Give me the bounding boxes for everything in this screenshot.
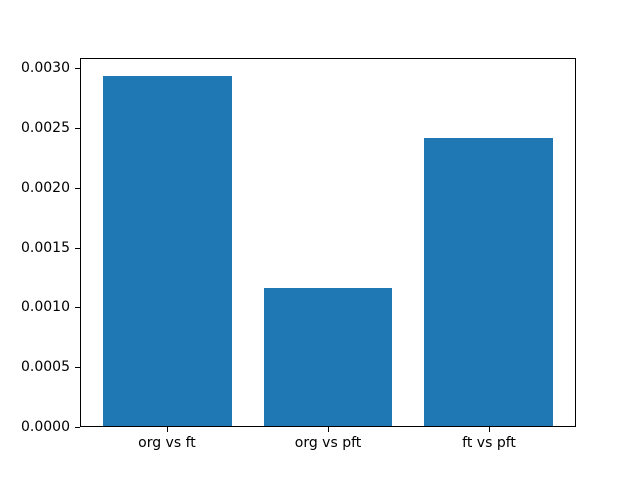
x-tick-label-org-vs-pft: org vs pft xyxy=(294,435,362,451)
x-tick-mark xyxy=(489,427,491,432)
x-tick-label-org-vs-ft: org vs ft xyxy=(138,435,196,451)
x-tick-mark xyxy=(166,427,168,432)
y-tick-label: 0.0010 xyxy=(21,299,70,316)
bar-org-vs-pft xyxy=(263,288,393,426)
x-axis: org vs ft org vs pft ft vs pft xyxy=(80,427,576,457)
y-tick-label: 0.0005 xyxy=(21,359,70,376)
y-tick-mark xyxy=(75,307,80,309)
x-tick-mark xyxy=(328,427,329,432)
bar-ft-vs-pft xyxy=(424,138,553,426)
y-tick-label: 0.0015 xyxy=(21,239,70,256)
y-tick-label: 0.0025 xyxy=(21,120,70,137)
y-tick-mark xyxy=(75,187,80,189)
x-tick-label-ft-vs-pft: ft vs pft xyxy=(462,435,516,451)
plot-area xyxy=(80,58,576,427)
y-tick-label: 0.0020 xyxy=(21,179,70,196)
y-axis: 0.0000 0.0005 0.0010 0.0015 0.0020 0.0025 0.00… xyxy=(0,58,80,434)
y-tick-mark xyxy=(75,427,80,428)
y-tick-label: 0.0030 xyxy=(21,60,70,77)
bar-org-vs-ft xyxy=(103,76,232,426)
y-tick-mark xyxy=(75,128,80,130)
y-tick-mark xyxy=(75,247,80,249)
y-tick-mark xyxy=(75,68,80,70)
y-tick-mark xyxy=(75,367,80,369)
y-tick-label: 0.0000 xyxy=(21,419,70,435)
